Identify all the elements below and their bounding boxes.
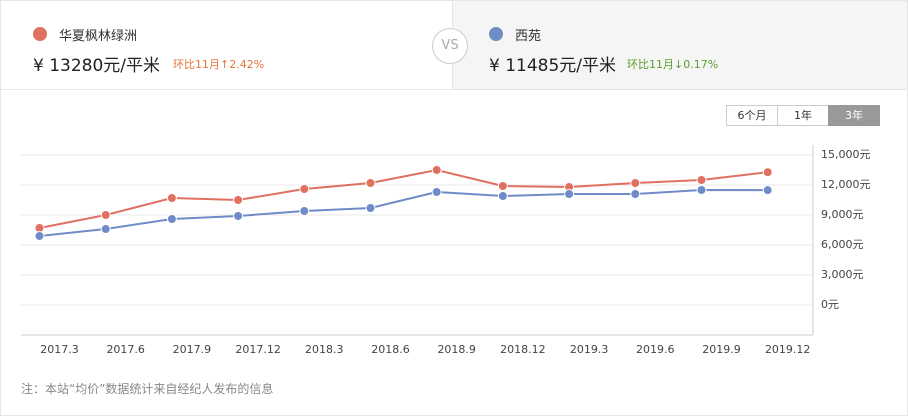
data-point xyxy=(166,193,177,203)
data-point xyxy=(365,178,376,188)
x-tick-label: 2017.3 xyxy=(40,343,79,356)
data-point xyxy=(34,231,45,241)
data-point xyxy=(497,191,508,201)
data-point xyxy=(365,203,376,213)
data-point xyxy=(762,185,773,196)
legend-dot xyxy=(33,27,47,41)
vs-badge: VS xyxy=(432,28,468,64)
data-point xyxy=(233,195,244,205)
data-point xyxy=(696,175,707,185)
data-point xyxy=(630,189,641,199)
data-point xyxy=(166,214,177,224)
data-point xyxy=(233,211,244,221)
range-button[interactable]: 3年 xyxy=(828,105,880,126)
right-card: 西苑 ¥ 11485元/平米 环比11月↓0.17% xyxy=(452,1,907,90)
chart: 0元 3,000元 6,000元 9,000元 12,000元 15,000元 2017.3… xyxy=(21,145,871,356)
y-tick-label: 12,000元 xyxy=(821,178,871,191)
data-point xyxy=(696,185,707,195)
x-tick-label: 2017.12 xyxy=(235,343,281,356)
x-tick-label: 2017.6 xyxy=(106,343,145,356)
series-line xyxy=(39,188,768,237)
data-point xyxy=(299,184,310,194)
y-tick-label: 9,000元 xyxy=(821,208,864,221)
y-tick-label: 6,000元 xyxy=(821,238,864,251)
x-tick-label: 2019.12 xyxy=(765,343,811,356)
data-point xyxy=(762,167,773,178)
x-tick-label: 2019.9 xyxy=(702,343,741,356)
data-point xyxy=(431,187,442,197)
data-point xyxy=(497,181,508,191)
x-tick-label: 2019.6 xyxy=(636,343,675,356)
legend-dot xyxy=(489,27,503,41)
x-tick-label: 2018.3 xyxy=(305,343,344,356)
series-line xyxy=(39,168,768,229)
price: ¥ 11485元/平米 xyxy=(489,56,617,76)
change: 环比11月↓0.17% xyxy=(627,58,719,71)
price: ¥ 13280元/平米 xyxy=(33,56,161,76)
data-point xyxy=(630,178,641,188)
x-tick-label: 2018.6 xyxy=(371,343,410,356)
name: 华夏枫林绿洲 xyxy=(59,29,138,44)
y-tick-label: 15,000元 xyxy=(821,148,871,161)
data-point xyxy=(100,224,111,234)
y-tick-label: 3,000元 xyxy=(821,268,864,281)
data-point xyxy=(299,206,310,216)
footnote: 注：本站“均价”数据统计来自经纪人发布的信息 xyxy=(21,382,274,396)
change: 环比11月↑2.42% xyxy=(173,58,265,71)
x-tick-label: 2019.3 xyxy=(570,343,609,356)
range-button[interactable]: 6个月 xyxy=(726,105,778,126)
x-tick-label: 2018.12 xyxy=(500,343,546,356)
data-point xyxy=(100,210,111,220)
name: 西苑 xyxy=(515,29,542,44)
data-point xyxy=(431,165,442,175)
range-button[interactable]: 1年 xyxy=(777,105,829,126)
left-card: 华夏枫林绿洲 ¥ 13280元/平米 环比11月↑2.42% xyxy=(1,1,452,90)
x-tick-label: 2017.9 xyxy=(173,343,212,356)
x-tick-label: 2018.9 xyxy=(437,343,476,356)
data-point xyxy=(564,189,575,199)
y-tick-label: 0元 xyxy=(821,298,839,311)
